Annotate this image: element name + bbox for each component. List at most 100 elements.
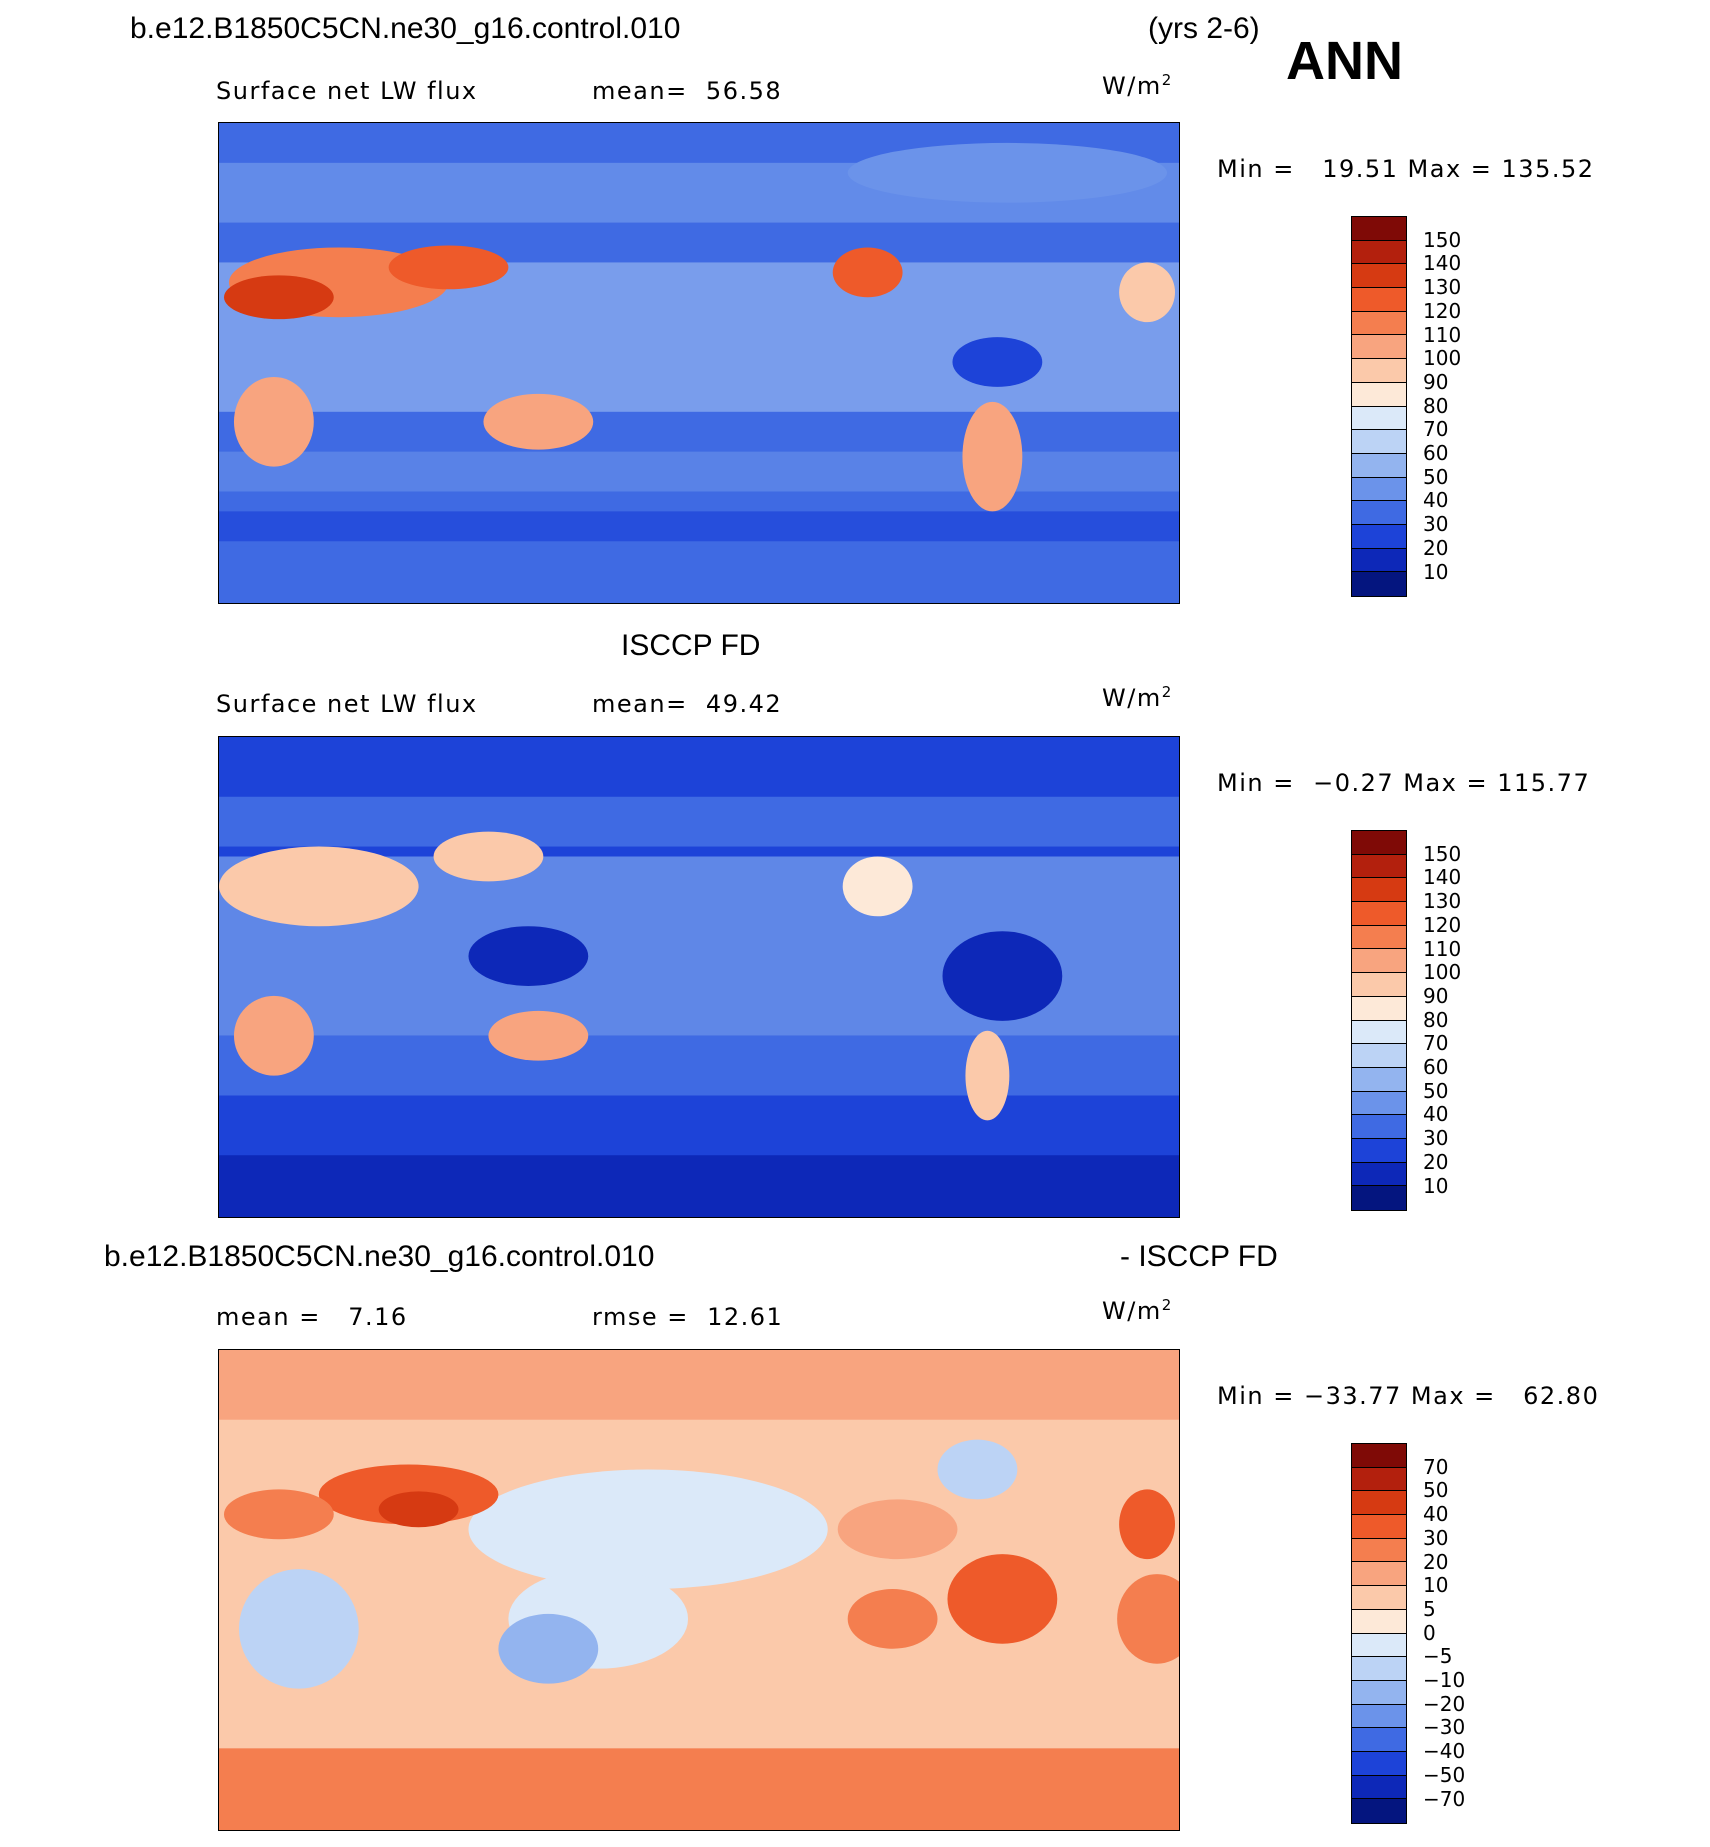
colorbar-swatch [1352,1491,1406,1516]
colorbar-tick-label: 70 [1423,417,1449,442]
colorbar-swatch [1352,264,1406,289]
colorbar-swatch [1352,996,1406,1021]
colorbar-swatch [1352,1020,1406,1045]
colorbar-tick-label: 60 [1423,441,1449,465]
colorbar-swatch [1352,1799,1406,1823]
colorbar-swatch [1352,1444,1406,1468]
panel1-map [218,122,1180,604]
colorbar-swatch [1352,1609,1406,1634]
colorbar-tick-label: −50 [1423,1762,1466,1787]
colorbar-swatch [1352,217,1406,241]
colorbar-tick-label: 40 [1423,1102,1449,1127]
panel3-colorbar [1351,1443,1407,1824]
panel1-map-field [219,123,1179,603]
colorbar-tick-label: 120 [1423,912,1462,937]
colorbar-tick-label: 30 [1423,512,1449,537]
panel3-units: W/m2 [1102,1296,1173,1325]
panel1-colorbar [1351,216,1407,597]
colorbar-swatch [1352,1657,1406,1681]
panel2-map-field [219,737,1179,1217]
colorbar-tick-label: 10 [1423,1573,1449,1598]
colorbar-tick-label: 10 [1423,559,1449,584]
colorbar-swatch [1352,1704,1406,1729]
colorbar-swatch [1352,1728,1406,1752]
panel2-map [218,736,1180,1218]
colorbar-swatch [1352,878,1406,903]
colorbar-swatch [1352,406,1406,431]
colorbar-tick-label: −20 [1423,1691,1466,1716]
case-title: b.e12.B1850C5CN.ne30_g16.control.010 [130,12,681,45]
colorbar-swatch [1352,1067,1406,1092]
colorbar-tick-label: 100 [1423,960,1462,985]
colorbar-tick-label: 110 [1423,322,1462,347]
colorbar-tick-label: 20 [1423,535,1449,560]
panel2-units: W/m2 [1102,683,1173,712]
colorbar-swatch [1352,430,1406,454]
colorbar-tick-label: 0 [1423,1620,1436,1645]
colorbar-swatch [1352,477,1406,502]
colorbar-swatch [1352,1162,1406,1187]
colorbar-tick-label: 120 [1423,298,1462,323]
panel2-colorbar [1351,830,1407,1211]
colorbar-swatch [1352,548,1406,573]
colorbar-swatch [1352,1467,1406,1492]
years-label: (yrs 2-6) [1148,12,1260,45]
colorbar-tick-label: 50 [1423,1478,1449,1503]
panel1-units: W/m2 [1102,71,1173,100]
colorbar-swatch [1352,1138,1406,1163]
panel3-rmse-label: rmse = 12.61 [592,1303,784,1331]
colorbar-tick-label: 70 [1423,1031,1449,1056]
colorbar-swatch [1352,902,1406,926]
panel3-map [218,1349,1180,1831]
colorbar-swatch [1352,311,1406,336]
colorbar-tick-label: 80 [1423,1007,1449,1032]
colorbar-tick-label: −5 [1423,1644,1453,1669]
colorbar-tick-label: 60 [1423,1055,1449,1079]
colorbar-swatch [1352,453,1406,478]
colorbar-swatch [1352,335,1406,360]
panel1-field-label: Surface net LW flux [216,77,478,105]
colorbar-tick-label: 30 [1423,1126,1449,1151]
colorbar-tick-label: 20 [1423,1549,1449,1574]
colorbar-swatch [1352,1680,1406,1705]
colorbar-swatch [1352,1044,1406,1068]
colorbar-tick-label: 20 [1423,1149,1449,1174]
colorbar-swatch [1352,1538,1406,1563]
colorbar-swatch [1352,1633,1406,1658]
colorbar-tick-label: 50 [1423,464,1449,489]
colorbar-swatch [1352,973,1406,997]
colorbar-tick-label: 110 [1423,936,1462,961]
colorbar-swatch [1352,1186,1406,1210]
colorbar-tick-label: 130 [1423,889,1462,914]
colorbar-swatch [1352,1091,1406,1116]
colorbar-swatch [1352,501,1406,525]
colorbar-swatch [1352,524,1406,549]
colorbar-swatch [1352,572,1406,596]
colorbar-tick-label: 150 [1423,841,1462,866]
colorbar-swatch [1352,1562,1406,1587]
season-label: ANN [1286,31,1403,91]
panel3-title-right: - ISCCP FD [1120,1240,1278,1273]
colorbar-tick-label: 150 [1423,227,1462,252]
colorbar-tick-label: −70 [1423,1786,1466,1811]
colorbar-swatch [1352,1115,1406,1139]
panel3-mean-label: mean = 7.16 [216,1303,408,1331]
colorbar-swatch [1352,382,1406,407]
colorbar-tick-label: 90 [1423,369,1449,394]
panel3-title-left: b.e12.B1850C5CN.ne30_g16.control.010 [104,1240,655,1273]
colorbar-tick-label: 70 [1423,1454,1449,1479]
colorbar-swatch [1352,854,1406,879]
panel1-minmax: Min = 19.51 Max = 135.52 [1217,155,1595,183]
colorbar-tick-label: 90 [1423,983,1449,1008]
panel2-minmax: Min = −0.27 Max = 115.77 [1217,769,1591,797]
panel3-map-field [219,1350,1179,1830]
colorbar-tick-label: 30 [1423,1525,1449,1550]
colorbar-tick-label: −30 [1423,1715,1466,1740]
colorbar-tick-label: −40 [1423,1739,1466,1764]
colorbar-tick-label: 40 [1423,488,1449,513]
colorbar-swatch [1352,288,1406,312]
colorbar-tick-label: 50 [1423,1078,1449,1103]
colorbar-swatch [1352,1515,1406,1539]
colorbar-tick-label: 80 [1423,393,1449,418]
panel2-mean-label: mean= 49.42 [592,690,783,718]
